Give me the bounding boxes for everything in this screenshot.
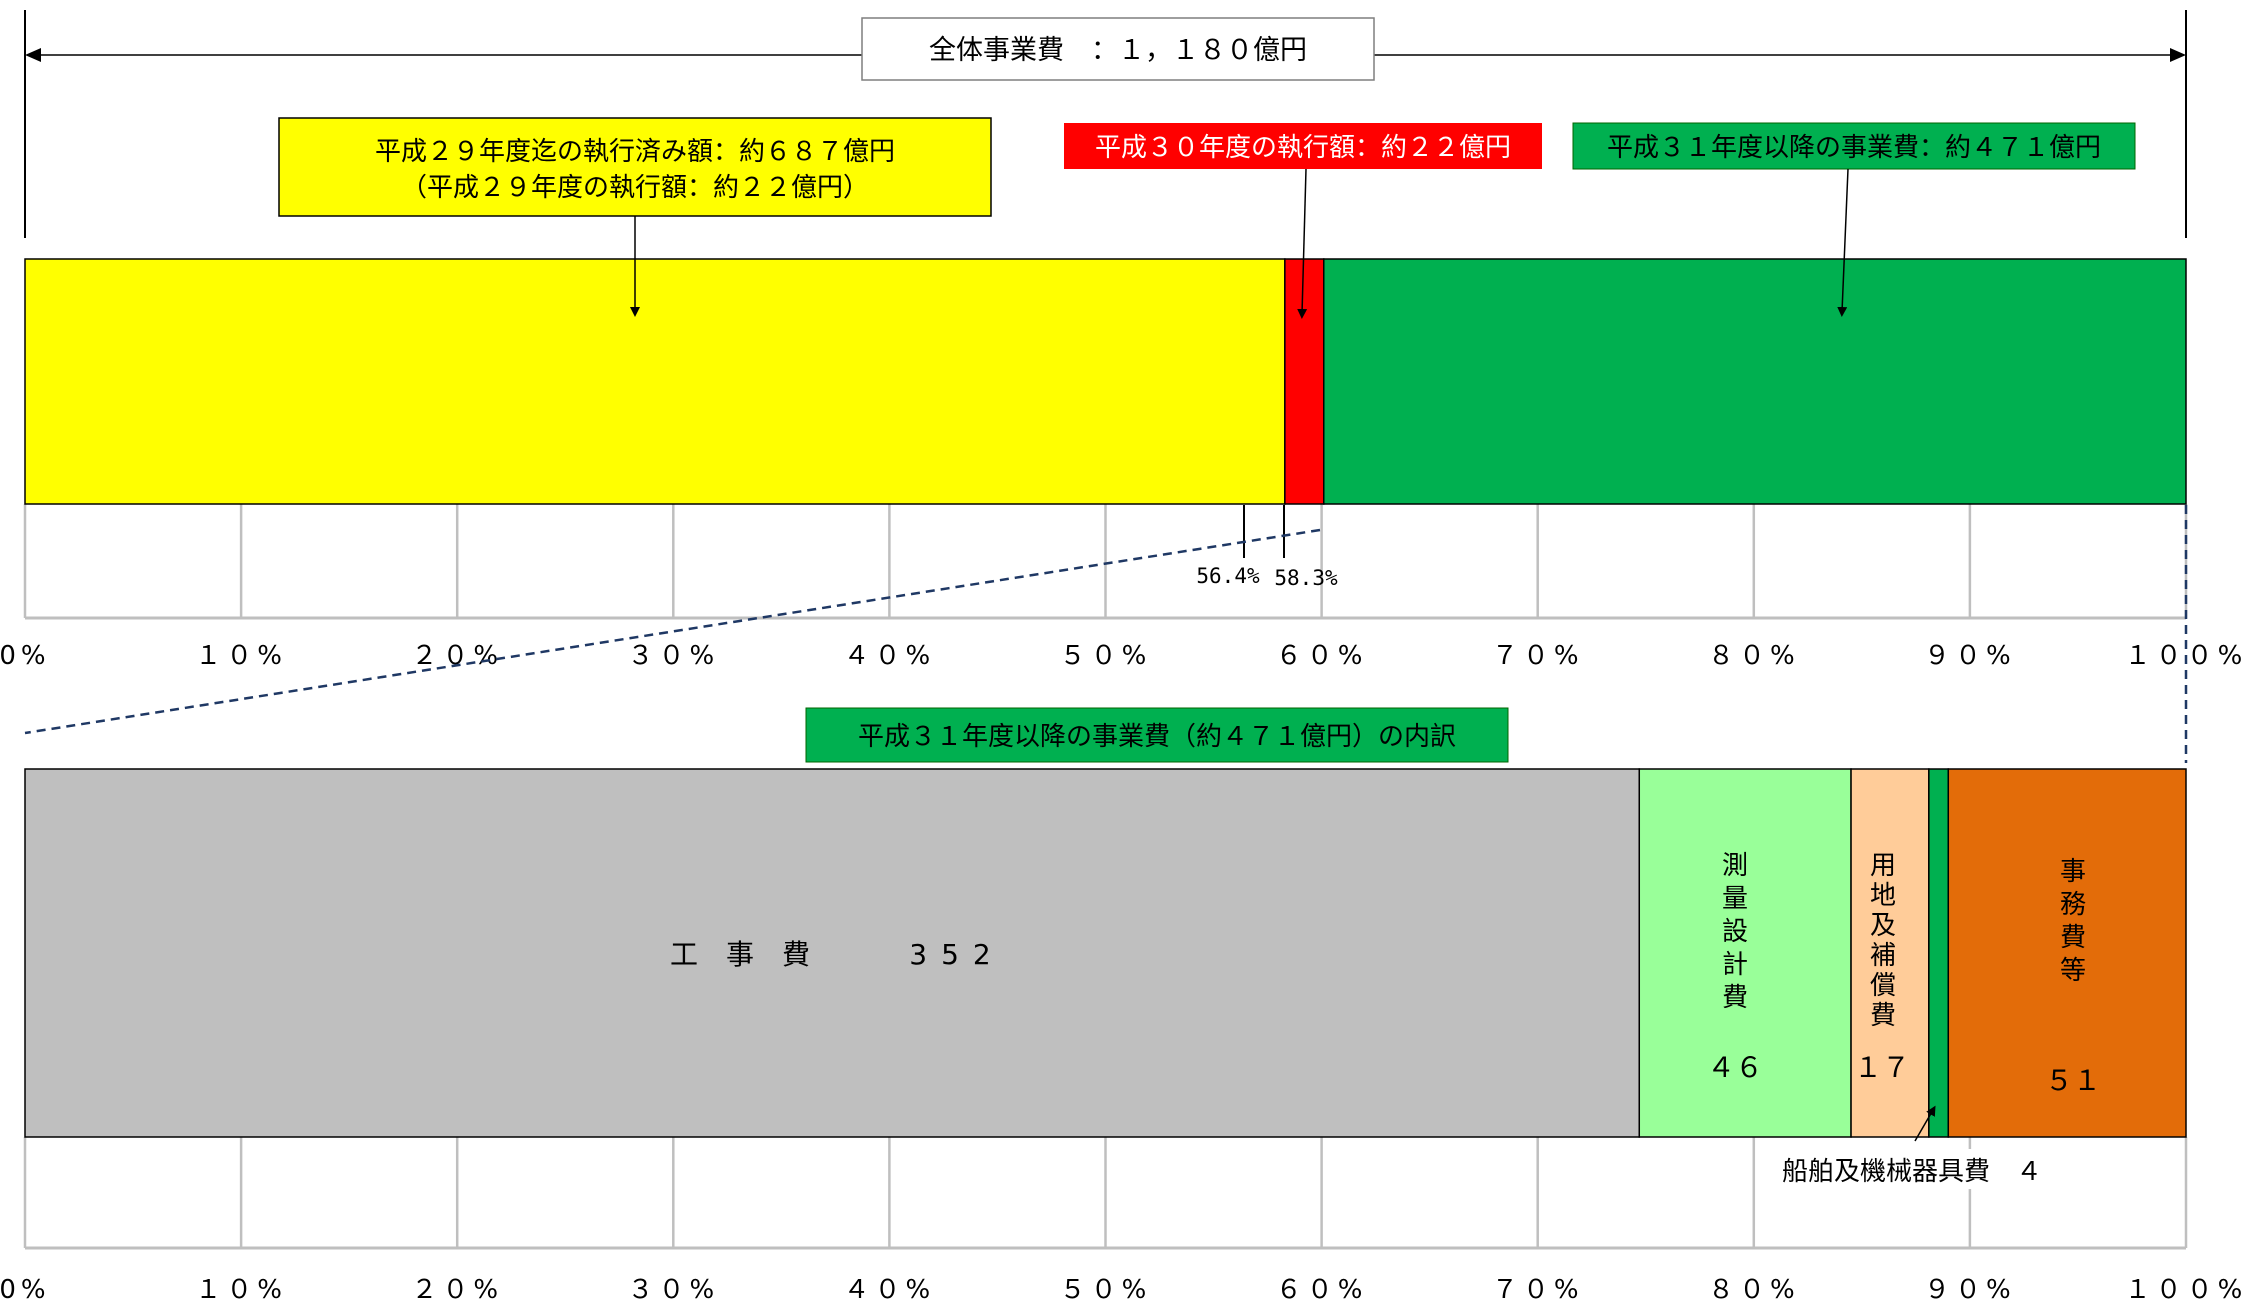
chart1-gridlines bbox=[23, 504, 2188, 620]
total-label: 全体事業費 ：１，１８０億円 bbox=[929, 35, 1307, 66]
svg-text:費: 費 bbox=[1722, 983, 1748, 1013]
tick-label: ４０% bbox=[844, 1275, 936, 1305]
svg-text:用: 用 bbox=[1870, 851, 1896, 881]
tick-label: ３０% bbox=[627, 641, 719, 671]
tick-label: ７０% bbox=[1492, 641, 1584, 671]
vessel-cost-label: 船舶及機械器具費 ４ bbox=[1782, 1157, 2042, 1187]
bar-segment bbox=[1850, 768, 1930, 1138]
bar-segment bbox=[1284, 258, 1325, 505]
svg-text:補: 補 bbox=[1870, 941, 1896, 971]
tick-label: ５０% bbox=[1060, 1275, 1152, 1305]
h31-callout-label: 平成３１年度以降の事業費：約４７１億円 bbox=[1607, 133, 2101, 163]
bar-segment bbox=[1638, 768, 1852, 1138]
tick-label: ４０% bbox=[844, 641, 936, 671]
tick-label: ７０% bbox=[1492, 1275, 1584, 1305]
tick-label: ６０% bbox=[1276, 641, 1368, 671]
bar-segment bbox=[24, 258, 1286, 505]
tick-label: ２０% bbox=[411, 1275, 503, 1305]
marker-56-4-label: 56.4% bbox=[1196, 564, 1260, 588]
svg-text:事: 事 bbox=[2060, 857, 2086, 887]
tick-label: １０% bbox=[195, 641, 287, 671]
executed-callout-box bbox=[278, 117, 992, 217]
tick-label: ５０% bbox=[1060, 641, 1152, 671]
marker-58-3-label: 58.3% bbox=[1274, 566, 1338, 590]
h30-callout-label: 平成３０年度の執行額：約２２億円 bbox=[1095, 133, 1511, 163]
vessel-cost-label-bg bbox=[1774, 1149, 2052, 1189]
svg-text:設: 設 bbox=[1722, 917, 1748, 947]
chart1-bars bbox=[24, 258, 2187, 505]
svg-text:償: 償 bbox=[1870, 971, 1896, 1001]
zoom-connector-left bbox=[24, 528, 1321, 735]
bar-segment bbox=[1928, 768, 1950, 1138]
tick-label: ８０% bbox=[1708, 1275, 1800, 1305]
h30-callout-box bbox=[1064, 123, 1542, 169]
tick-label: ３０% bbox=[627, 1275, 719, 1305]
total-span-arrow-right-head bbox=[2170, 48, 2186, 62]
land-compensation-cost-value: １７ bbox=[1854, 1051, 1910, 1084]
svg-text:費: 費 bbox=[2060, 923, 2086, 953]
total-label-box bbox=[861, 17, 1375, 81]
svg-text:地: 地 bbox=[1870, 881, 1896, 911]
h31-callout-arrow bbox=[1837, 168, 1849, 317]
breakdown-title-box bbox=[805, 707, 1509, 763]
tick-label: 0% bbox=[0, 641, 51, 671]
bar-segment bbox=[24, 768, 1641, 1138]
total-span-arrow-left-head bbox=[25, 48, 41, 62]
chart2-gridlines bbox=[23, 1137, 2188, 1250]
svg-text:費: 費 bbox=[1870, 1001, 1896, 1031]
tick-label: １００% bbox=[2125, 641, 2246, 671]
tick-label: ８０% bbox=[1708, 641, 1800, 671]
construction-cost-value: 352 bbox=[909, 938, 1004, 971]
svg-text:測: 測 bbox=[1722, 851, 1748, 881]
tick-label: 0% bbox=[0, 1275, 51, 1305]
h30-callout-arrow bbox=[1297, 168, 1308, 319]
tick-label: １０% bbox=[195, 1275, 287, 1305]
svg-text:量: 量 bbox=[1722, 884, 1748, 914]
svg-text:及: 及 bbox=[1870, 911, 1896, 941]
bar-segment bbox=[1323, 258, 2187, 505]
executed-callout-line2: （平成２９年度の執行額：約２２億円） bbox=[401, 173, 869, 203]
bar-segment bbox=[1947, 768, 2187, 1138]
tick-label: １００% bbox=[2125, 1275, 2246, 1305]
survey-design-cost-value: ４６ bbox=[1707, 1051, 1763, 1084]
executed-callout-line1: 平成２９年度迄の執行済み額：約６８７億円 bbox=[375, 137, 895, 167]
svg-text:等: 等 bbox=[2060, 956, 2086, 986]
chart2-tick-labels: 0% １０% ２０% ３０% ４０% ５０% ６０% ７０% ８０% ９０% １００% bbox=[0, 1275, 2246, 1305]
chart2-bars bbox=[24, 768, 2187, 1138]
svg-text:計: 計 bbox=[1722, 950, 1748, 980]
breakdown-title: 平成３１年度以降の事業費（約４７１億円）の内訳 bbox=[858, 722, 1456, 752]
svg-text:務: 務 bbox=[2060, 890, 2086, 920]
vessel-cost-callout-arrow bbox=[1914, 1105, 1936, 1142]
tick-label: ９０% bbox=[1924, 641, 2016, 671]
tick-label: ６０% bbox=[1276, 1275, 1368, 1305]
h31-callout-box bbox=[1572, 122, 2136, 170]
office-cost-value: ５１ bbox=[2045, 1064, 2101, 1097]
construction-cost-label: 工 事 費 bbox=[670, 938, 810, 971]
chart1-tick-labels: 0%１０%２０%３０%４０%５０%６０%７０%８０%９０%１００% bbox=[0, 641, 2246, 671]
tick-label: ９０% bbox=[1924, 1275, 2016, 1305]
